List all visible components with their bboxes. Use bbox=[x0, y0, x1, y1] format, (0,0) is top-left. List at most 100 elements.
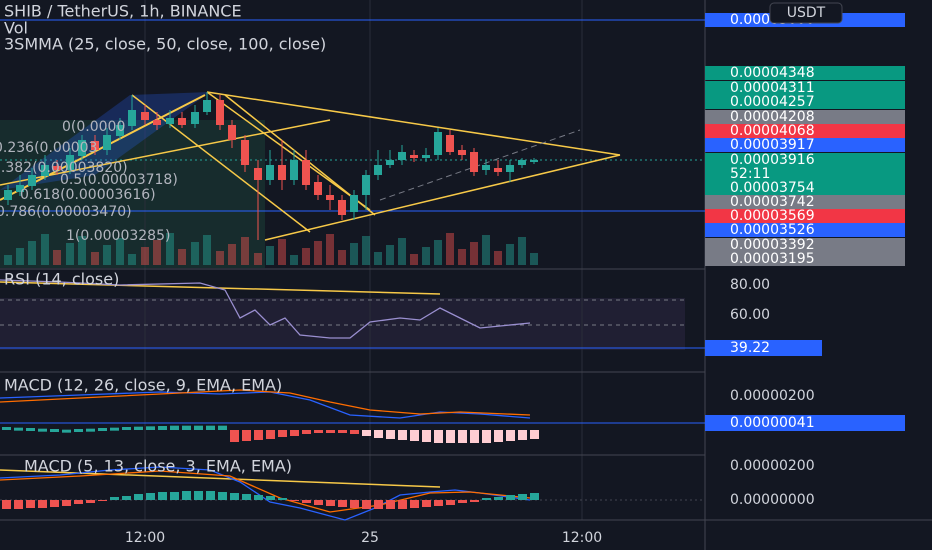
candle-body bbox=[41, 165, 49, 176]
macd-bar bbox=[194, 491, 203, 500]
candle-body bbox=[153, 120, 161, 125]
macd-bar bbox=[122, 427, 131, 430]
candle-body bbox=[290, 160, 298, 180]
macd-bar bbox=[410, 500, 419, 508]
macd-bar bbox=[434, 430, 443, 443]
volume-bar bbox=[16, 248, 24, 265]
volume-bar bbox=[128, 254, 136, 265]
price-tag bbox=[705, 81, 905, 95]
candle-body bbox=[53, 166, 61, 170]
macd-bar bbox=[218, 492, 227, 500]
price-tag bbox=[705, 209, 905, 223]
volume-bar bbox=[66, 243, 74, 265]
price-label: 0.00004311 bbox=[730, 80, 815, 96]
macd-bar bbox=[254, 430, 263, 440]
macd-bar bbox=[530, 493, 539, 500]
macd-axis-label: 0.00000000 bbox=[730, 492, 815, 508]
symbol-title: SHIB / TetherUS, 1h, BINANCE bbox=[4, 2, 242, 21]
macd-bar bbox=[230, 493, 239, 500]
macd-bar bbox=[278, 430, 287, 437]
candle-body bbox=[350, 195, 358, 212]
price-label: 0.00003754 bbox=[730, 180, 815, 196]
rsi-title: RSI (14, close) bbox=[4, 270, 119, 289]
macd-bar bbox=[26, 500, 35, 508]
fib-label: 0.786(0.00003470) bbox=[0, 204, 132, 220]
price-tag bbox=[705, 138, 905, 152]
price-label: 0.00004068 bbox=[730, 123, 815, 139]
candle-body bbox=[422, 155, 430, 158]
volume-bar bbox=[350, 243, 358, 265]
candle-body bbox=[16, 185, 24, 192]
volume-bar bbox=[178, 249, 186, 265]
fib-label: 0.236(0.00003 bbox=[0, 140, 97, 156]
candle-body bbox=[278, 165, 286, 180]
price-label: 0.00003916 bbox=[730, 152, 815, 168]
volume-bar bbox=[153, 240, 161, 265]
price-labels: 0.000050000.000043480.000043110.00004257… bbox=[705, 12, 905, 267]
price-label: 0.00004348 bbox=[730, 65, 815, 81]
price-label: 0.00003742 bbox=[730, 194, 815, 210]
macd-bar bbox=[62, 429, 71, 433]
price-tag bbox=[705, 110, 905, 124]
price-label: 0.00003917 bbox=[730, 137, 815, 153]
candle-body bbox=[254, 168, 262, 180]
macd-bar bbox=[362, 430, 371, 436]
macd-bar bbox=[290, 430, 299, 436]
price-tag bbox=[705, 238, 905, 252]
volume-bar bbox=[191, 242, 199, 265]
price-label: 0.00003392 bbox=[730, 237, 815, 253]
macd-bar bbox=[98, 500, 107, 501]
candle-body bbox=[116, 125, 124, 136]
volume-bar bbox=[470, 242, 478, 265]
price-tag bbox=[705, 252, 905, 266]
macd-bar bbox=[218, 425, 227, 430]
macd-bar bbox=[254, 495, 263, 500]
candle-body bbox=[228, 125, 236, 140]
time-label: 25 bbox=[361, 530, 379, 546]
macd-bar bbox=[2, 427, 11, 430]
candle-body bbox=[191, 112, 199, 124]
macd-bar bbox=[62, 500, 71, 506]
macd-bar bbox=[242, 430, 251, 441]
price-tag bbox=[705, 153, 905, 181]
price-tag bbox=[705, 66, 905, 80]
macd-bar bbox=[314, 500, 323, 505]
volume-bar bbox=[4, 255, 12, 265]
macd-bar bbox=[422, 500, 431, 507]
volume-bar bbox=[398, 238, 406, 265]
macd-bar bbox=[74, 500, 83, 504]
macd-bar bbox=[458, 500, 467, 503]
fib-label: 0.618(0.00003616) bbox=[20, 187, 156, 203]
macd-bar bbox=[446, 430, 455, 443]
volume-bar bbox=[254, 253, 262, 265]
macd-bar bbox=[350, 500, 359, 508]
candle-body bbox=[203, 100, 211, 112]
macd-bar bbox=[158, 492, 167, 500]
macd-bar bbox=[74, 429, 83, 432]
histograms bbox=[2, 425, 539, 509]
macd-bar bbox=[290, 500, 299, 501]
rsi-value: 39.22 bbox=[730, 340, 770, 356]
candle-body bbox=[216, 100, 224, 125]
macd-bar bbox=[386, 500, 395, 509]
candle-body bbox=[326, 195, 334, 200]
macd-bar bbox=[86, 428, 95, 432]
candle-body bbox=[494, 168, 502, 172]
volume-bar bbox=[362, 236, 370, 265]
macd-bar bbox=[266, 430, 275, 439]
macd-bar bbox=[302, 430, 311, 434]
candle-body bbox=[178, 118, 186, 125]
macd-bar bbox=[50, 500, 59, 507]
rsi-value-tag bbox=[705, 340, 822, 356]
candle-body bbox=[66, 155, 74, 170]
candle-body bbox=[470, 152, 478, 172]
price-label: 0.00004208 bbox=[730, 109, 815, 125]
price-tag bbox=[705, 223, 905, 237]
macd-bar bbox=[506, 430, 515, 441]
time-label: 12:00 bbox=[125, 530, 165, 546]
volume-bar bbox=[494, 251, 502, 265]
fib-label: 0.5(0.00003718) bbox=[60, 172, 178, 188]
volume-bar bbox=[241, 237, 249, 265]
currency-button[interactable] bbox=[769, 2, 843, 24]
macd-bar bbox=[518, 430, 527, 440]
